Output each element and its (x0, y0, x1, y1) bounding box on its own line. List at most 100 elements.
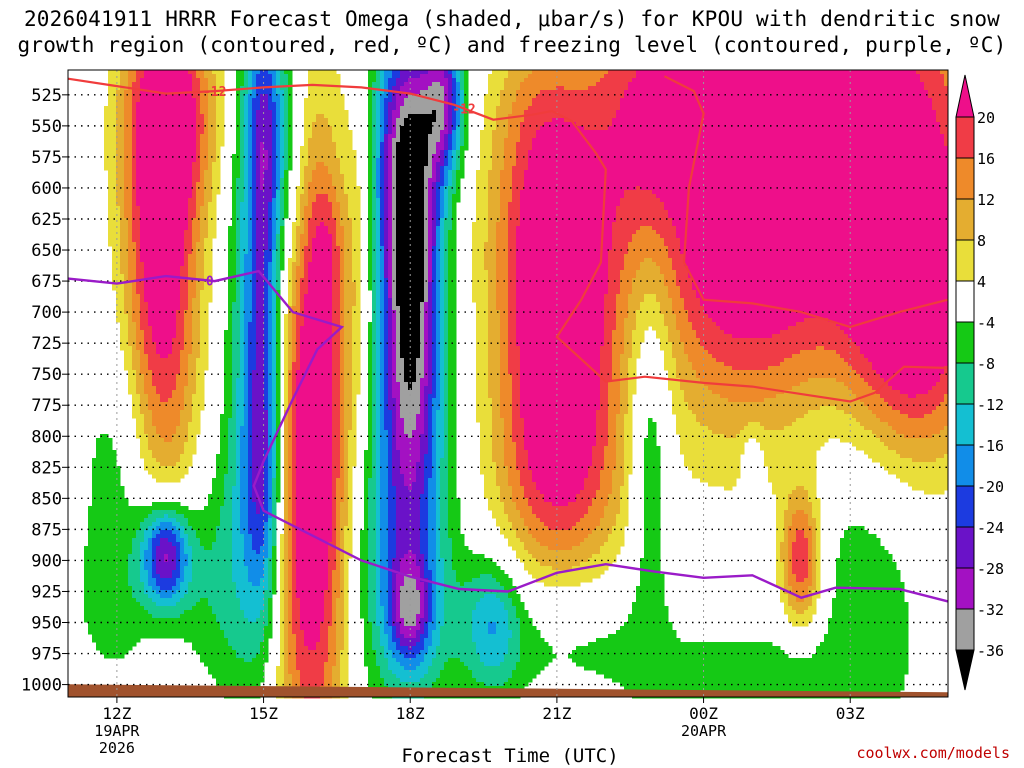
omega-cell (900, 90, 905, 95)
omega-cell (860, 70, 865, 75)
omega-cell (264, 110, 269, 115)
omega-cell (932, 110, 937, 115)
omega-cell (284, 150, 289, 155)
omega-cell (520, 74, 525, 79)
omega-cell (192, 126, 197, 131)
omega-cell (272, 90, 277, 95)
omega-cell (428, 110, 433, 115)
omega-cell (312, 110, 317, 115)
omega-cell (256, 102, 261, 107)
omega-cell (200, 126, 205, 131)
omega-cell (760, 110, 765, 115)
omega-cell (184, 138, 189, 143)
omega-cell (116, 102, 121, 107)
omega-cell (856, 126, 861, 131)
omega-cell (160, 86, 165, 91)
omega-cell (344, 134, 349, 139)
omega-cell (616, 82, 621, 87)
omega-cell (908, 106, 913, 111)
omega-cell (264, 146, 269, 151)
omega-cell (124, 114, 129, 119)
omega-cell (256, 106, 261, 111)
omega-cell (316, 130, 321, 135)
omega-cell (152, 102, 157, 107)
omega-cell (268, 146, 273, 151)
omega-cell (580, 86, 585, 91)
omega-cell (664, 130, 669, 135)
omega-cell (156, 74, 161, 79)
omega-cell (136, 98, 141, 103)
omega-cell (124, 146, 129, 151)
omega-cell (884, 78, 889, 83)
omega-cell (520, 138, 525, 143)
omega-cell (720, 90, 725, 95)
omega-cell (648, 74, 653, 79)
omega-cell (844, 126, 849, 131)
omega-cell (728, 86, 733, 91)
omega-cell (200, 130, 205, 135)
omega-cell (392, 70, 397, 75)
omega-cell (144, 102, 149, 107)
omega-cell (940, 94, 945, 99)
omega-cell (640, 110, 645, 115)
omega-cell (908, 74, 913, 79)
omega-cell (496, 106, 501, 111)
omega-cell (912, 102, 917, 107)
omega-cell (272, 134, 277, 139)
omega-cell (684, 98, 689, 103)
omega-cell (520, 86, 525, 91)
omega-cell (928, 98, 933, 103)
omega-cell (244, 70, 249, 75)
omega-cell (772, 138, 777, 143)
omega-cell (176, 126, 181, 131)
omega-cell (188, 98, 193, 103)
omega-cell (460, 70, 465, 75)
omega-cell (176, 138, 181, 143)
omega-cell (644, 106, 649, 111)
omega-cell (592, 110, 597, 115)
omega-cell (544, 114, 549, 119)
omega-cell (400, 78, 405, 83)
omega-cell (428, 118, 433, 123)
omega-cell (872, 134, 877, 139)
omega-cell (864, 142, 869, 147)
omega-cell (640, 78, 645, 83)
omega-cell (700, 78, 705, 83)
omega-cell (584, 106, 589, 111)
omega-cell (536, 82, 541, 87)
omega-cell (196, 146, 201, 151)
omega-cell (416, 142, 421, 147)
omega-cell (648, 130, 653, 135)
omega-cell (564, 126, 569, 131)
omega-cell (340, 106, 345, 111)
omega-cell (808, 134, 813, 139)
omega-cell (636, 138, 641, 143)
omega-cell (284, 138, 289, 143)
omega-cell (628, 102, 633, 107)
omega-cell (428, 114, 433, 119)
omega-cell (808, 142, 813, 147)
omega-cell (252, 142, 257, 147)
omega-cell (368, 146, 373, 151)
omega-cell (244, 106, 249, 111)
omega-cell (160, 126, 165, 131)
omega-cell (724, 70, 729, 75)
omega-cell (860, 142, 865, 147)
omega-cell (332, 90, 337, 95)
omega-cell (632, 78, 637, 83)
omega-cell (840, 82, 845, 87)
omega-cell (896, 94, 901, 99)
omega-cell (524, 94, 529, 99)
omega-cell (588, 102, 593, 107)
omega-cell (252, 94, 257, 99)
omega-cell (432, 126, 437, 131)
omega-cell (536, 78, 541, 83)
omega-cell (756, 102, 761, 107)
omega-cell (548, 142, 553, 147)
omega-cell (860, 134, 865, 139)
omega-cell (684, 138, 689, 143)
omega-cell (464, 142, 469, 147)
omega-cell (248, 138, 253, 143)
omega-cell (680, 78, 685, 83)
omega-cell (532, 122, 537, 127)
